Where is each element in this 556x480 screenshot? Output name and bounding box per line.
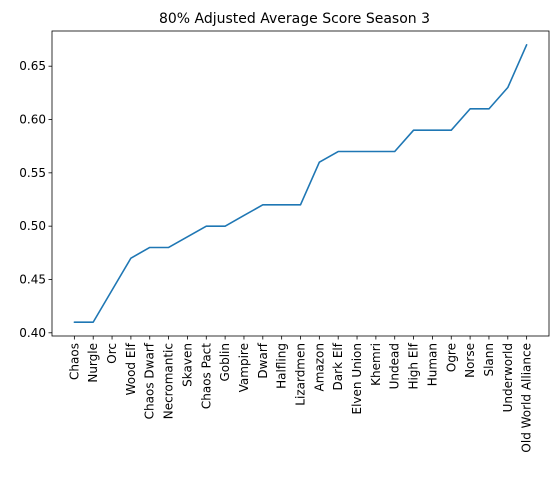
x-tick-label: Chaos Pact	[199, 343, 213, 409]
x-tick-label: Dark Elf	[331, 342, 345, 390]
x-tick-label: Norse	[463, 343, 477, 378]
x-tick-label: Orc	[105, 343, 119, 364]
x-tick-label: Khemri	[369, 343, 383, 386]
x-tick-label: Ogre	[444, 343, 458, 372]
x-tick-label: Elven Union	[350, 343, 364, 415]
y-tick-label: 0.65	[19, 59, 46, 73]
x-tick-label: Skaven	[180, 343, 194, 387]
x-tick-label: Chaos Dwarf	[143, 342, 157, 419]
x-tick-label: Amazon	[312, 343, 326, 392]
x-tick-label: Lizardmen	[294, 343, 308, 406]
x-tick-label: Halfling	[275, 343, 289, 389]
axes-frame	[51, 30, 550, 337]
y-tick-label: 0.50	[19, 219, 46, 233]
series-line-0	[73, 44, 528, 323]
plot-area	[73, 44, 528, 323]
x-tick-label: Old World Alliance	[520, 343, 534, 453]
y-tick-label: 0.60	[19, 113, 46, 127]
x-tick-label: Chaos	[67, 343, 81, 380]
x-tick-label: High Elf	[407, 342, 421, 389]
y-tick-label: 0.45	[19, 272, 46, 286]
x-axis: Chaos Nurgle Orc Wood Elf Chaos Dwarf Necroma…	[67, 336, 534, 453]
x-tick-label: Goblin	[218, 343, 232, 382]
x-tick-label: Vampire	[237, 343, 251, 392]
y-axis: 0.40 0.45 0.50 0.55 0.60 0.65	[19, 59, 52, 340]
x-tick-label: Wood Elf	[124, 342, 138, 395]
x-tick-label: Undead	[388, 343, 402, 389]
y-tick-label: 0.55	[19, 166, 46, 180]
chart-title: 80% Adjusted Average Score Season 3	[159, 11, 430, 27]
x-tick-label: Slann	[482, 343, 496, 377]
x-tick-label: Necromantic	[162, 343, 176, 419]
y-tick-label: 0.40	[19, 326, 46, 340]
x-tick-label: Dwarf	[256, 342, 270, 378]
x-tick-label: Nurgle	[86, 343, 100, 383]
x-tick-label: Human	[425, 343, 439, 386]
x-tick-label: Underworld	[501, 343, 515, 412]
